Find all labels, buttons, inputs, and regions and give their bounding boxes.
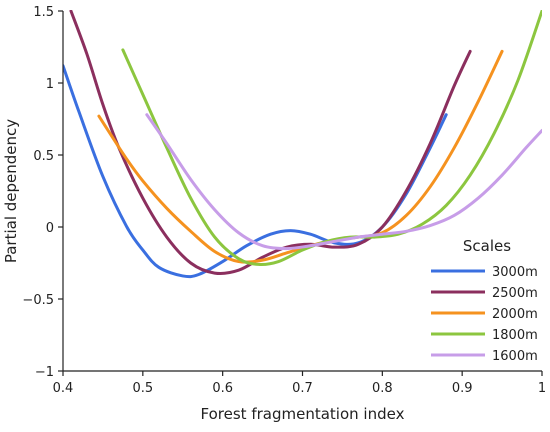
y-tick-label: −1 (35, 365, 54, 380)
legend: Scales 3000m 2500m 2000m 1800m 1600m (431, 237, 538, 364)
x-tick-label: 1 (538, 381, 546, 396)
y-axis-title: Partial dependency (2, 119, 20, 263)
series-line-1600m (145, 113, 542, 251)
y-tick-label: 1 (46, 77, 54, 92)
x-tick-label: 0.7 (292, 381, 313, 396)
legend-label-1800m: 1800m (492, 328, 538, 343)
plot-lines (63, 10, 542, 279)
legend-title: Scales (463, 237, 511, 255)
y-tick-label: 0.5 (33, 149, 54, 164)
x-tick-label: 0.4 (53, 381, 74, 396)
legend-label-2000m: 2000m (492, 307, 538, 322)
series-line-2000m (97, 49, 504, 264)
legend-label-3000m: 3000m (492, 265, 538, 280)
legend-label-2500m: 2500m (492, 286, 538, 301)
legend-label-1600m: 1600m (492, 349, 538, 364)
x-tick-label: 0.8 (372, 381, 393, 396)
x-tick-label: 0.5 (132, 381, 153, 396)
series-line-3000m (63, 64, 448, 279)
x-tick-label: 0.9 (452, 381, 473, 396)
axes (62, 11, 542, 372)
y-tick-label: 1.5 (33, 5, 54, 20)
y-tick-label: −0.5 (22, 293, 54, 308)
x-axis-ticks: 0.4 0.5 0.6 0.7 0.8 0.9 1 (53, 371, 546, 396)
x-axis-title: Forest fragmentation index (201, 405, 405, 423)
y-axis-ticks: −1 −0.5 0 0.5 1 1.5 (22, 5, 63, 380)
y-tick-label: 0 (46, 221, 54, 236)
x-tick-label: 0.6 (212, 381, 233, 396)
